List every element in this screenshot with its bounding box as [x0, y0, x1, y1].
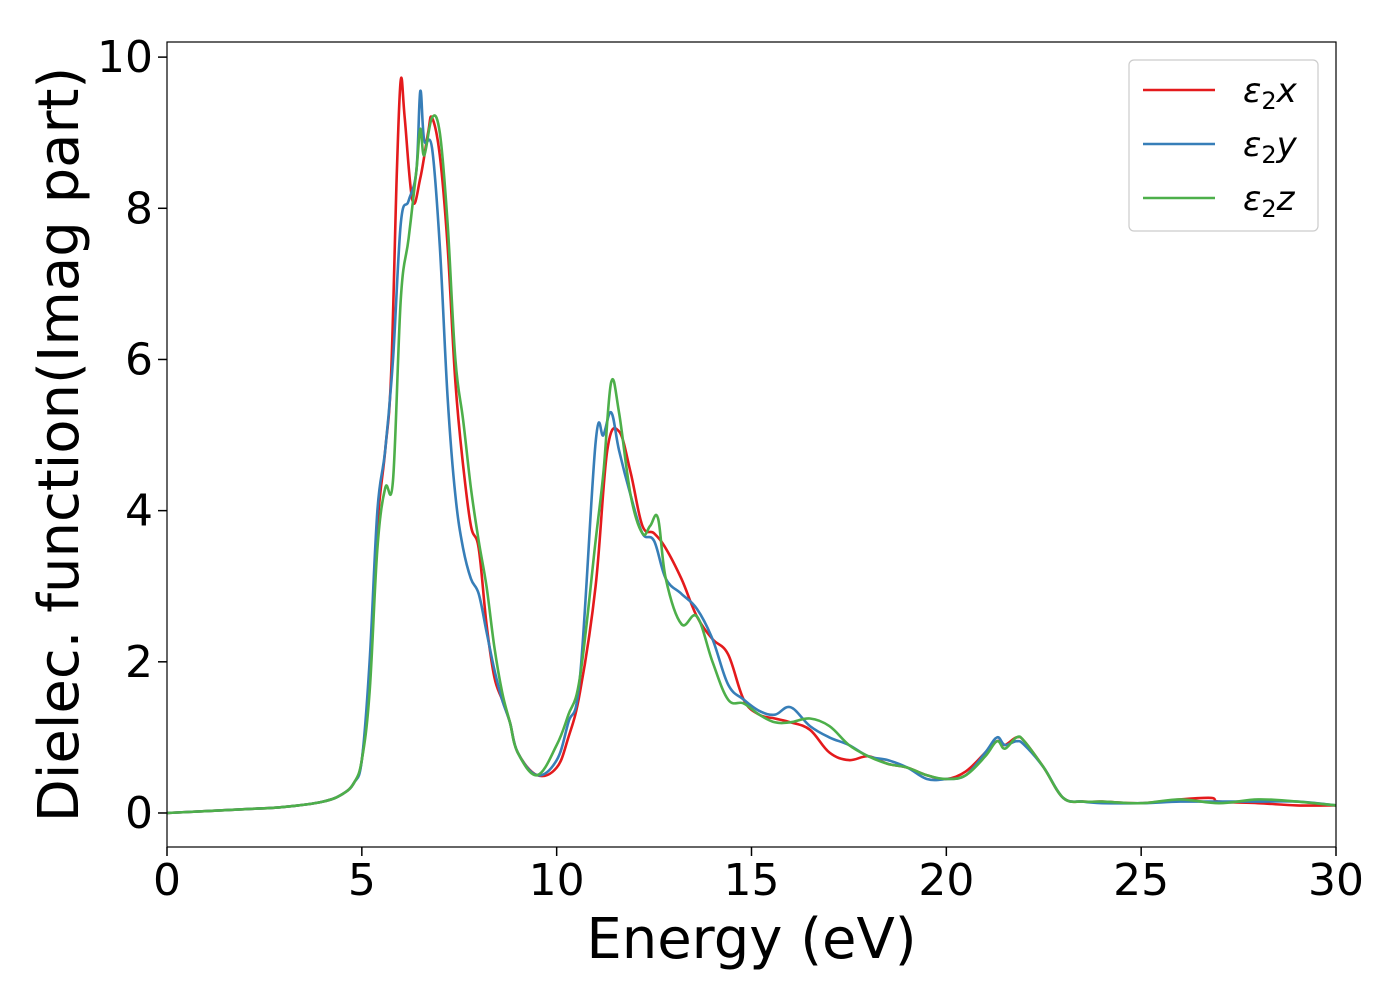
- legend-entry: ε2z: [1243, 179, 1296, 223]
- series-line-z: [167, 114, 1336, 815]
- legend: ε2x ε2y ε2z: [1128, 59, 1319, 232]
- legend-box: [1128, 59, 1319, 232]
- legend-entry: ε2x: [1243, 71, 1298, 115]
- x-axis-title: Energy (eV): [586, 907, 916, 972]
- x-tick-label: 20: [918, 855, 974, 906]
- legend-entry: ε2y: [1243, 125, 1298, 169]
- series-line-x: [167, 76, 1336, 815]
- x-tick-label: 5: [348, 855, 376, 906]
- x-tick-label: 10: [529, 855, 585, 906]
- y-tick-label: 4: [125, 486, 153, 537]
- y-tick-label: 0: [125, 788, 153, 839]
- x-tick-label: 0: [153, 855, 181, 906]
- y-tick-label: 2: [125, 637, 153, 688]
- x-tick-label: 15: [724, 855, 780, 906]
- x-tick-label: 30: [1308, 855, 1364, 906]
- y-tick-label: 10: [97, 32, 153, 83]
- y-axis-title: Dielec. function(Imag part): [27, 67, 92, 823]
- series-layer: [167, 76, 1336, 815]
- y-tick-label: 8: [125, 183, 153, 234]
- x-tick-label: 25: [1113, 855, 1169, 906]
- y-tick-label: 6: [125, 334, 153, 385]
- x-axis: 0 5 10 15 20 25 30: [153, 847, 1364, 906]
- y-axis: 0 2 4 6 8 10: [97, 32, 167, 839]
